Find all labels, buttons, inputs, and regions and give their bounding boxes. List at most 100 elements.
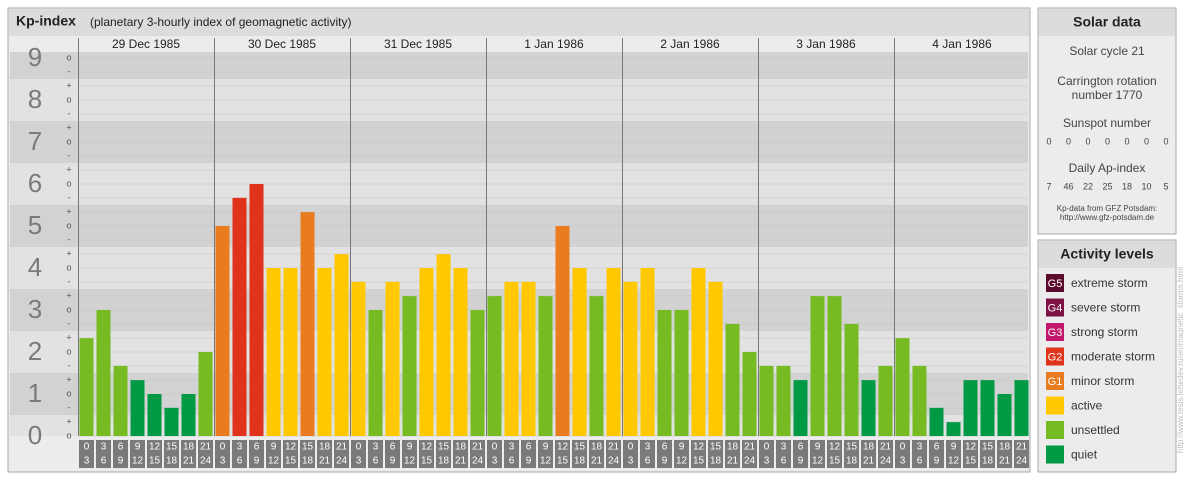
hour-box bbox=[470, 440, 485, 468]
hour-box bbox=[436, 440, 451, 468]
ap-value: 5 bbox=[1163, 181, 1168, 191]
hour-box bbox=[623, 440, 638, 468]
bar bbox=[385, 281, 400, 436]
hour-label: 6 bbox=[373, 456, 379, 467]
hour-label: 21 bbox=[472, 442, 484, 453]
minor-tick-label: + bbox=[66, 416, 71, 426]
hour-label: 3 bbox=[645, 442, 651, 453]
hour-label: 24 bbox=[336, 456, 348, 467]
hour-box bbox=[793, 440, 808, 468]
sunspot-value: 0 bbox=[1124, 136, 1129, 146]
hour-box bbox=[368, 440, 383, 468]
hour-box bbox=[1014, 440, 1029, 468]
bar bbox=[606, 268, 621, 436]
hour-label: 18 bbox=[846, 456, 858, 467]
hour-box bbox=[589, 440, 604, 468]
hour-label: 9 bbox=[407, 442, 413, 453]
hour-label: 6 bbox=[917, 456, 923, 467]
minor-tick-label: o bbox=[66, 346, 71, 356]
solar-panel bbox=[1037, 7, 1177, 235]
hour-label: 21 bbox=[336, 442, 348, 453]
hour-label: 3 bbox=[781, 442, 787, 453]
date-header bbox=[78, 38, 1028, 52]
bar bbox=[436, 254, 451, 436]
bar bbox=[470, 310, 485, 436]
hour-label: 24 bbox=[200, 456, 212, 467]
legend-label: severe storm bbox=[1071, 301, 1140, 315]
hour-label: 24 bbox=[472, 456, 484, 467]
date-label: 2 Jan 1986 bbox=[660, 37, 720, 51]
bar bbox=[691, 268, 706, 436]
hour-label: 18 bbox=[302, 456, 314, 467]
hour-label: 24 bbox=[880, 456, 892, 467]
hour-label: 21 bbox=[727, 456, 739, 467]
hour-label: 21 bbox=[319, 456, 331, 467]
bar bbox=[657, 310, 672, 436]
bar bbox=[878, 365, 893, 436]
hour-label: 12 bbox=[948, 456, 960, 467]
hour-box bbox=[980, 440, 995, 468]
hour-box bbox=[640, 440, 655, 468]
hour-label: 9 bbox=[543, 442, 549, 453]
sunspot-title: Sunspot number bbox=[1063, 116, 1151, 130]
hour-label: 12 bbox=[676, 456, 688, 467]
legend-code: G5 bbox=[1048, 278, 1063, 290]
hour-box bbox=[657, 440, 672, 468]
bar bbox=[963, 380, 978, 436]
legend-code: G1 bbox=[1048, 376, 1063, 388]
hour-label: 21 bbox=[999, 456, 1011, 467]
hour-box bbox=[691, 440, 706, 468]
hour-box bbox=[912, 440, 927, 468]
bar bbox=[504, 281, 519, 436]
hour-label: 21 bbox=[591, 456, 603, 467]
hour-box bbox=[725, 440, 740, 468]
hour-label: 9 bbox=[662, 456, 668, 467]
hour-label: 24 bbox=[608, 456, 620, 467]
hour-label: 15 bbox=[829, 456, 841, 467]
hour-label: 9 bbox=[135, 442, 141, 453]
solar-cycle: Solar cycle 21 bbox=[1069, 44, 1145, 58]
hour-label: 18 bbox=[999, 442, 1011, 453]
hour-label: 21 bbox=[863, 456, 875, 467]
y-tick-label: 3 bbox=[28, 294, 42, 324]
ap-value: 10 bbox=[1141, 181, 1151, 191]
legend-swatch bbox=[1046, 298, 1064, 317]
bar bbox=[759, 365, 774, 436]
hour-label: 21 bbox=[183, 456, 195, 467]
bar bbox=[402, 296, 417, 436]
bar bbox=[453, 268, 468, 436]
minor-tick-label: - bbox=[68, 402, 71, 412]
minor-tick-label: + bbox=[66, 80, 71, 90]
bar bbox=[300, 212, 315, 436]
hour-label: 9 bbox=[798, 456, 804, 467]
ap-value: 18 bbox=[1122, 181, 1132, 191]
hour-label: 3 bbox=[628, 456, 634, 467]
legend-label: moderate storm bbox=[1071, 350, 1155, 364]
hour-box bbox=[215, 440, 230, 468]
hour-box bbox=[776, 440, 791, 468]
hour-box bbox=[317, 440, 332, 468]
legend-label: minor storm bbox=[1071, 374, 1134, 388]
minor-tick-label: o bbox=[66, 220, 71, 230]
bar bbox=[419, 268, 434, 436]
bar bbox=[113, 365, 128, 436]
legend-swatch bbox=[1046, 396, 1064, 415]
bar bbox=[249, 184, 264, 436]
hour-label: 9 bbox=[271, 442, 277, 453]
hour-label: 21 bbox=[455, 456, 467, 467]
minor-tick-label: - bbox=[68, 234, 71, 244]
hour-box bbox=[300, 440, 315, 468]
hour-label: 21 bbox=[200, 442, 212, 453]
hour-box bbox=[929, 440, 944, 468]
sunspot-value: 0 bbox=[1163, 136, 1168, 146]
hour-label: 12 bbox=[812, 456, 824, 467]
bar bbox=[844, 323, 859, 436]
hour-label: 6 bbox=[509, 456, 515, 467]
hour-label: 9 bbox=[254, 456, 260, 467]
hour-label: 9 bbox=[526, 456, 532, 467]
bar bbox=[334, 254, 349, 436]
hour-label: 12 bbox=[540, 456, 552, 467]
y-tick-label: 9 bbox=[28, 42, 42, 72]
hour-label: 18 bbox=[183, 442, 195, 453]
carrington: number 1770 bbox=[1072, 88, 1143, 102]
